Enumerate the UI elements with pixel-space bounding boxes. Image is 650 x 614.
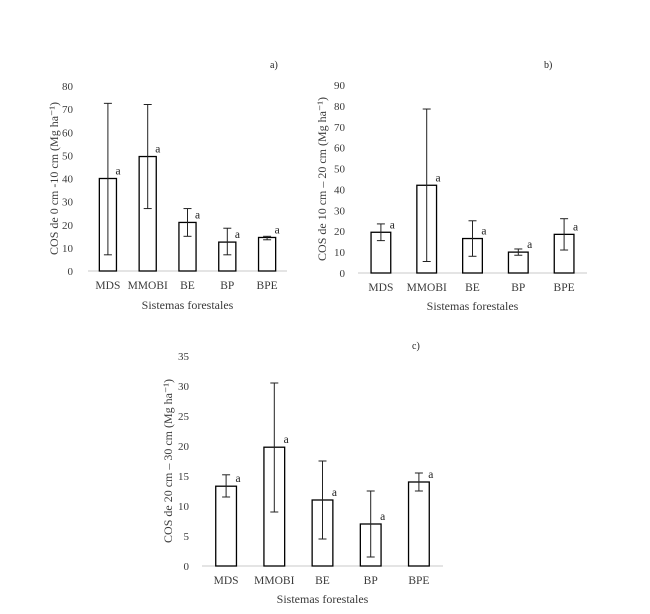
x-axis-label: Sistemas forestales: [427, 299, 519, 313]
significance-label: a: [195, 209, 200, 221]
significance-label: a: [235, 473, 240, 485]
y-tick-label: 80: [334, 101, 346, 113]
error-bar-mds: [222, 474, 231, 498]
x-tick-label: BPE: [257, 280, 278, 292]
y-tick-label: 35: [178, 351, 190, 363]
significance-label: a: [332, 487, 337, 499]
y-tick-label: 90: [334, 80, 346, 92]
x-tick-label: BE: [180, 280, 195, 292]
x-tick-label: BE: [465, 282, 480, 294]
x-tick-label: BPE: [554, 282, 575, 294]
y-tick-label: 10: [178, 501, 190, 513]
y-tick-label: 30: [334, 205, 346, 217]
x-tick-label: BP: [220, 280, 234, 292]
error-bar-bpe: [414, 472, 423, 492]
error-bar-be: [183, 208, 192, 237]
y-tick-label: 50: [334, 164, 346, 176]
error-bar-bpe: [263, 235, 272, 241]
y-axis-label: COS de 0 cm -10 cm (Mg ha⁻¹): [47, 102, 61, 255]
error-bar-bpe: [560, 218, 569, 251]
error-bar-mds: [376, 223, 385, 242]
y-tick-label: 20: [178, 441, 190, 453]
error-bar-mds: [103, 102, 112, 256]
x-tick-label: MMOBI: [407, 282, 447, 294]
significance-label: a: [380, 511, 385, 523]
bar-mds: [215, 485, 238, 567]
y-tick-label: 60: [334, 143, 346, 155]
y-tick-label: 25: [178, 411, 190, 423]
significance-label: a: [436, 172, 441, 184]
panel-label: b): [544, 60, 552, 71]
y-tick-label: 0: [340, 268, 346, 280]
x-tick-label: MDS: [368, 282, 393, 294]
x-tick-label: BE: [315, 575, 330, 587]
x-tick-label: BP: [511, 282, 525, 294]
significance-label: a: [235, 229, 240, 241]
y-tick-label: 10: [62, 243, 74, 255]
y-tick-label: 30: [178, 381, 190, 393]
significance-label: a: [527, 239, 532, 251]
significance-label: a: [428, 469, 433, 481]
x-tick-label: BP: [364, 575, 378, 587]
y-tick-label: 15: [178, 471, 190, 483]
error-bar-be: [468, 220, 477, 257]
y-tick-label: 5: [184, 531, 190, 543]
significance-label: a: [573, 221, 578, 233]
error-bar-bp: [366, 490, 375, 558]
x-tick-label: BPE: [408, 575, 429, 587]
panel-label: a): [270, 60, 278, 71]
error-bar-mmobi: [143, 104, 152, 210]
y-tick-label: 60: [62, 127, 74, 139]
y-tick-label: 40: [334, 184, 346, 196]
significance-label: a: [284, 434, 289, 446]
y-tick-label: 20: [62, 220, 74, 232]
significance-label: a: [115, 166, 120, 178]
y-tick-label: 70: [62, 104, 74, 116]
y-tick-label: 30: [62, 197, 74, 209]
y-axis-label: COS de 10 cm – 20 cm (Mg ha⁻¹): [315, 97, 329, 261]
y-tick-label: 20: [334, 226, 346, 238]
significance-label: a: [155, 144, 160, 156]
x-axis-label: Sistemas forestales: [277, 592, 369, 606]
chart-panel-3: 0 5 10 15 20 25 30 35 a MDS a MMOBI a BE a BP a BPE Sistem…: [161, 341, 443, 606]
y-tick-label: 10: [334, 247, 346, 259]
chart-panel-2: 0 10 20 30 40 50 60 70 80 90 a MDS a MMOBI a BE a BP a BPE S…: [315, 60, 587, 313]
y-tick-label: 40: [62, 174, 74, 186]
x-tick-label: MMOBI: [254, 575, 294, 587]
y-tick-label: 70: [334, 122, 346, 134]
panel-label: c): [412, 341, 420, 352]
y-tick-label: 50: [62, 150, 74, 162]
x-axis-label: Sistemas forestales: [142, 298, 234, 312]
bar-bpe: [407, 481, 430, 567]
y-tick-label: 80: [62, 81, 74, 93]
y-tick-label: 0: [68, 266, 74, 278]
error-bar-bp: [514, 248, 523, 256]
significance-label: a: [275, 224, 280, 236]
x-tick-label: MMOBI: [128, 280, 168, 292]
x-tick-label: MDS: [95, 280, 120, 292]
error-bar-mmobi: [422, 108, 431, 263]
chart-panel-1: 0 10 20 30 40 50 60 70 80 a MDS a MMOBI a BE a BP a BPE Sis…: [47, 60, 287, 312]
significance-label: a: [390, 219, 395, 231]
error-bar-mmobi: [270, 382, 279, 513]
x-tick-label: MDS: [214, 575, 239, 587]
error-bar-bp: [223, 227, 232, 256]
error-bar-be: [318, 460, 327, 540]
y-axis-label: COS de 20 cm – 30 cm (Mg ha⁻¹): [161, 379, 175, 543]
significance-label: a: [481, 226, 486, 238]
bar-bpe: [257, 236, 277, 272]
y-tick-label: 0: [184, 561, 190, 573]
